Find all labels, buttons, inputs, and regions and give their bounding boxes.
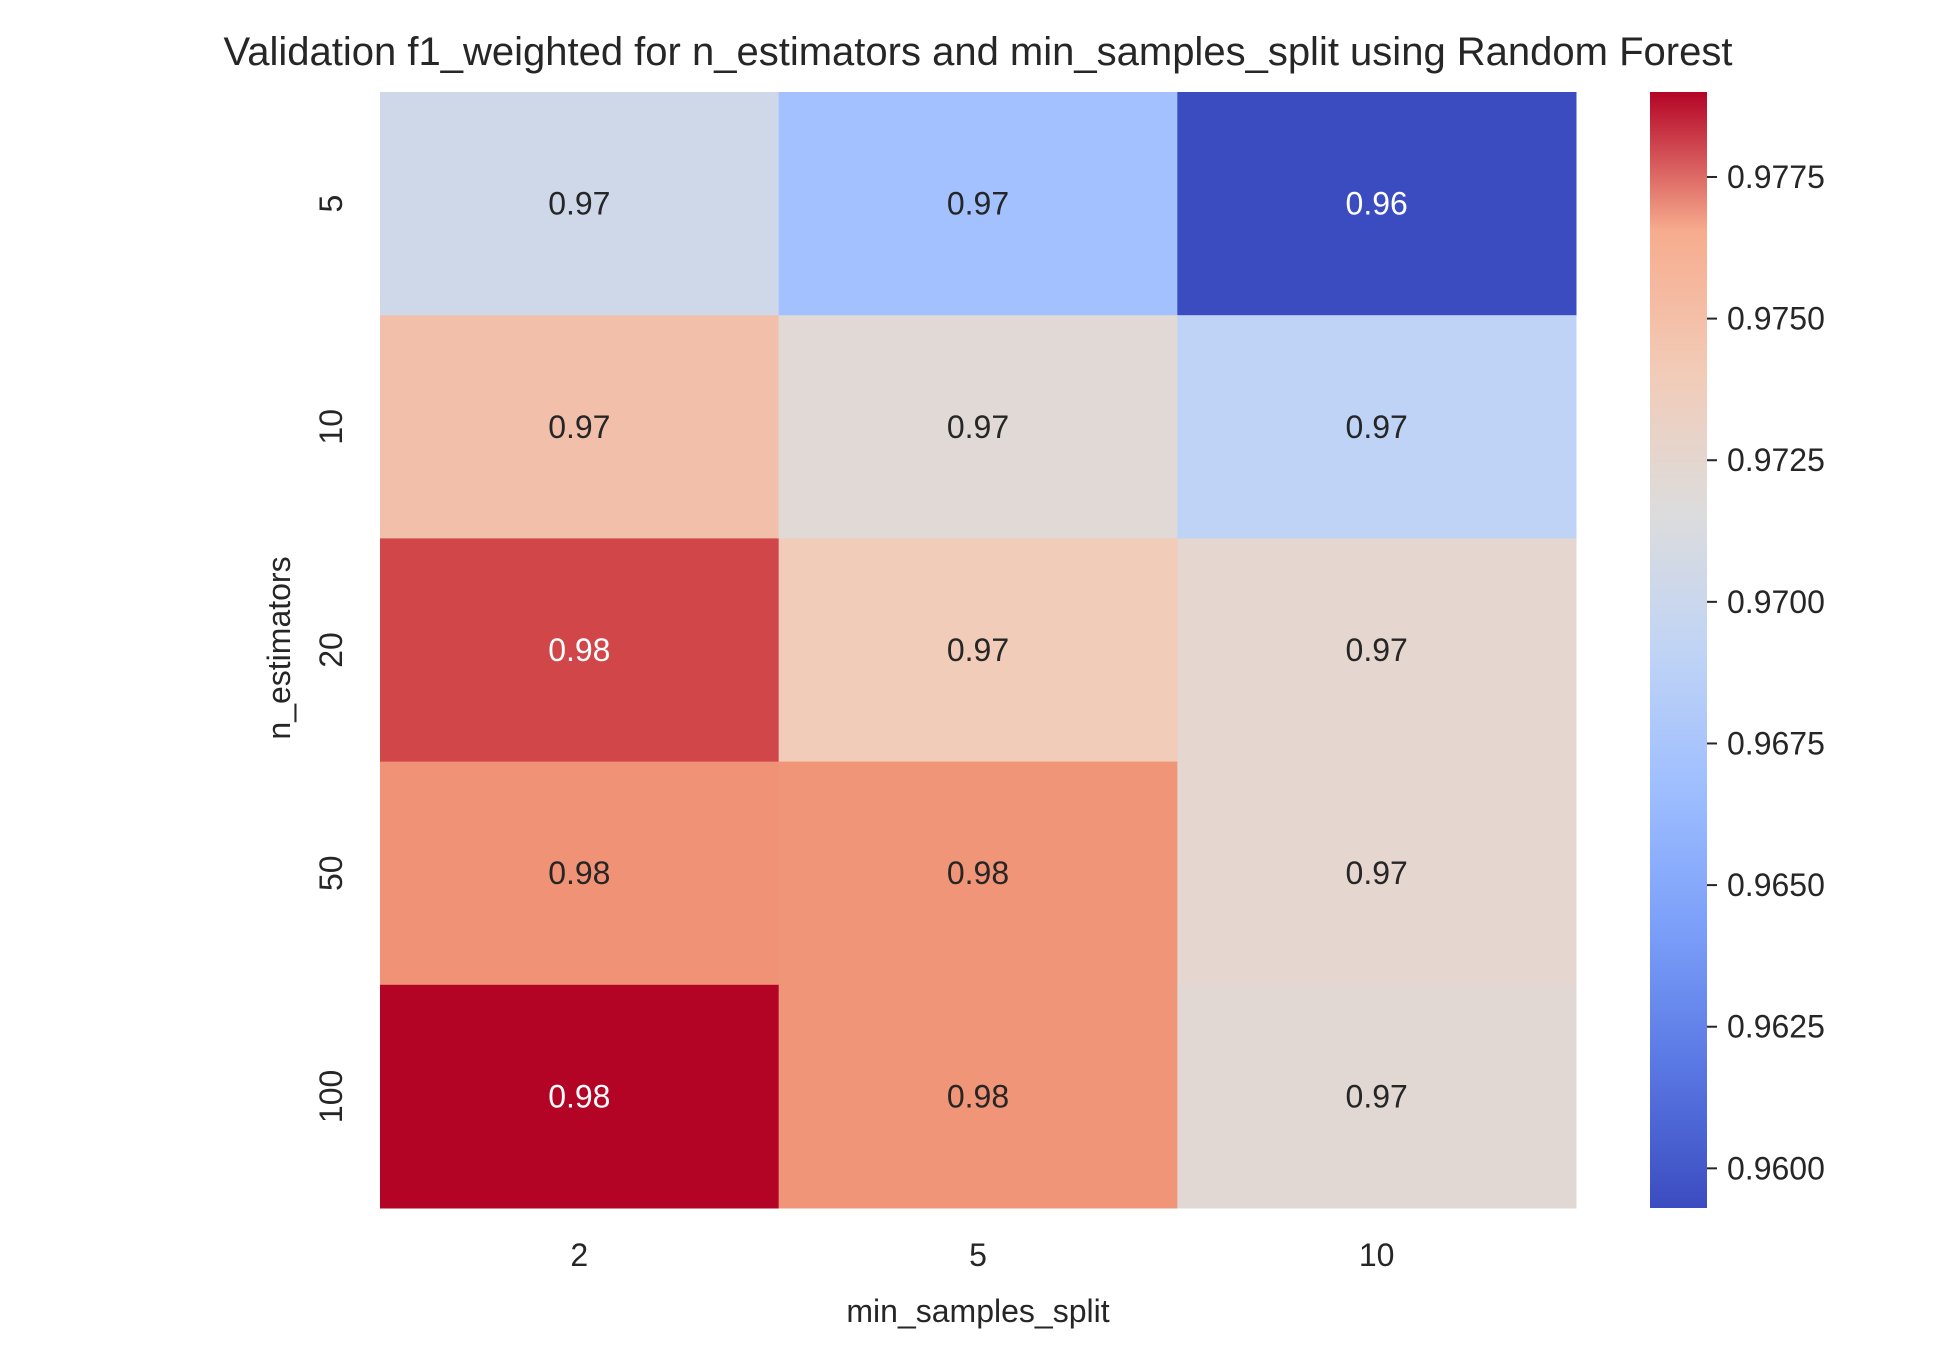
heatmap-cell-r2-c1 — [778, 538, 1178, 763]
y-tick-label: 20 — [313, 632, 349, 668]
colorbar-tick-label: 0.9600 — [1727, 1150, 1825, 1186]
colorbar-tick-label: 0.9675 — [1727, 725, 1825, 761]
heatmap-cell-r4-c2 — [1177, 984, 1577, 1209]
cell-annotation-r2-c0: 0.98 — [548, 632, 610, 668]
heatmap-cells — [380, 92, 1577, 1209]
heatmap-cell-r1-c0 — [380, 315, 780, 539]
heatmap-cell-r4-c0 — [380, 984, 780, 1209]
heatmap-cell-r1-c2 — [1177, 315, 1577, 539]
colorbar-tick-label: 0.9775 — [1727, 159, 1825, 195]
cell-annotation-r4-c2: 0.97 — [1346, 1078, 1408, 1114]
cell-annotation-r1-c2: 0.97 — [1346, 409, 1408, 445]
x-tick-label: 5 — [969, 1237, 987, 1273]
y-axis-label: n_estimators — [261, 556, 297, 739]
x-tick-label: 2 — [570, 1237, 588, 1273]
heatmap-cell-r1-c1 — [778, 315, 1178, 539]
cell-annotation-r2-c2: 0.97 — [1346, 632, 1408, 668]
heatmap-cell-r4-c1 — [778, 984, 1178, 1209]
heatmap-cell-r0-c1 — [778, 92, 1178, 316]
colorbar-tick-label: 0.9625 — [1727, 1009, 1825, 1045]
x-tick-label: 10 — [1359, 1237, 1395, 1273]
y-tick-label: 10 — [313, 409, 349, 445]
y-tick-labels: 5 10 20 50 100 — [313, 195, 349, 1123]
cell-annotation-r1-c1: 0.97 — [947, 409, 1009, 445]
cell-annotation-r0-c0: 0.97 — [548, 186, 610, 222]
colorbar-tick-label: 0.9725 — [1727, 442, 1825, 478]
heatmap-cell-r3-c2 — [1177, 761, 1577, 986]
y-tick-label: 100 — [313, 1070, 349, 1123]
cell-annotation-r3-c1: 0.98 — [947, 855, 1009, 891]
cell-annotation-r2-c1: 0.97 — [947, 632, 1009, 668]
colorbar-tick-label: 0.9650 — [1727, 867, 1825, 903]
cell-annotation-r3-c2: 0.97 — [1346, 855, 1408, 891]
heatmap-cell-r2-c0 — [380, 538, 780, 763]
heatmap-cell-r3-c1 — [778, 761, 1178, 986]
cell-annotation-r0-c1: 0.97 — [947, 186, 1009, 222]
y-tick-label: 5 — [313, 195, 349, 213]
cell-annotation-r4-c0: 0.98 — [548, 1078, 610, 1114]
x-tick-labels: 2 5 10 — [570, 1237, 1394, 1273]
cell-annotation-r1-c0: 0.97 — [548, 409, 610, 445]
heatmap-cell-r2-c2 — [1177, 538, 1577, 763]
colorbar — [1650, 92, 1707, 1208]
cell-annotation-r0-c2: 0.96 — [1346, 186, 1408, 222]
y-tick-label: 50 — [313, 855, 349, 891]
heatmap-cell-r3-c0 — [380, 761, 780, 986]
x-axis-label: min_samples_split — [846, 1293, 1109, 1329]
chart-title: Validation f1_weighted for n_estimators … — [224, 30, 1733, 74]
cell-annotation-r4-c1: 0.98 — [947, 1078, 1009, 1114]
heatmap-cell-r0-c2 — [1177, 92, 1577, 316]
heatmap-cell-r0-c0 — [380, 92, 780, 316]
colorbar-ticks: 0.9600 0.9625 0.9650 0.9675 0.9700 0.9725 0.97… — [1707, 159, 1825, 1186]
colorbar-tick-label: 0.9700 — [1727, 584, 1825, 620]
colorbar-tick-label: 0.9750 — [1727, 301, 1825, 337]
cell-annotations: 0.97 0.97 0.96 0.97 0.97 0.97 0.98 0.97 0.97 0.98… — [548, 186, 1408, 1115]
cell-annotation-r3-c0: 0.98 — [548, 855, 610, 891]
